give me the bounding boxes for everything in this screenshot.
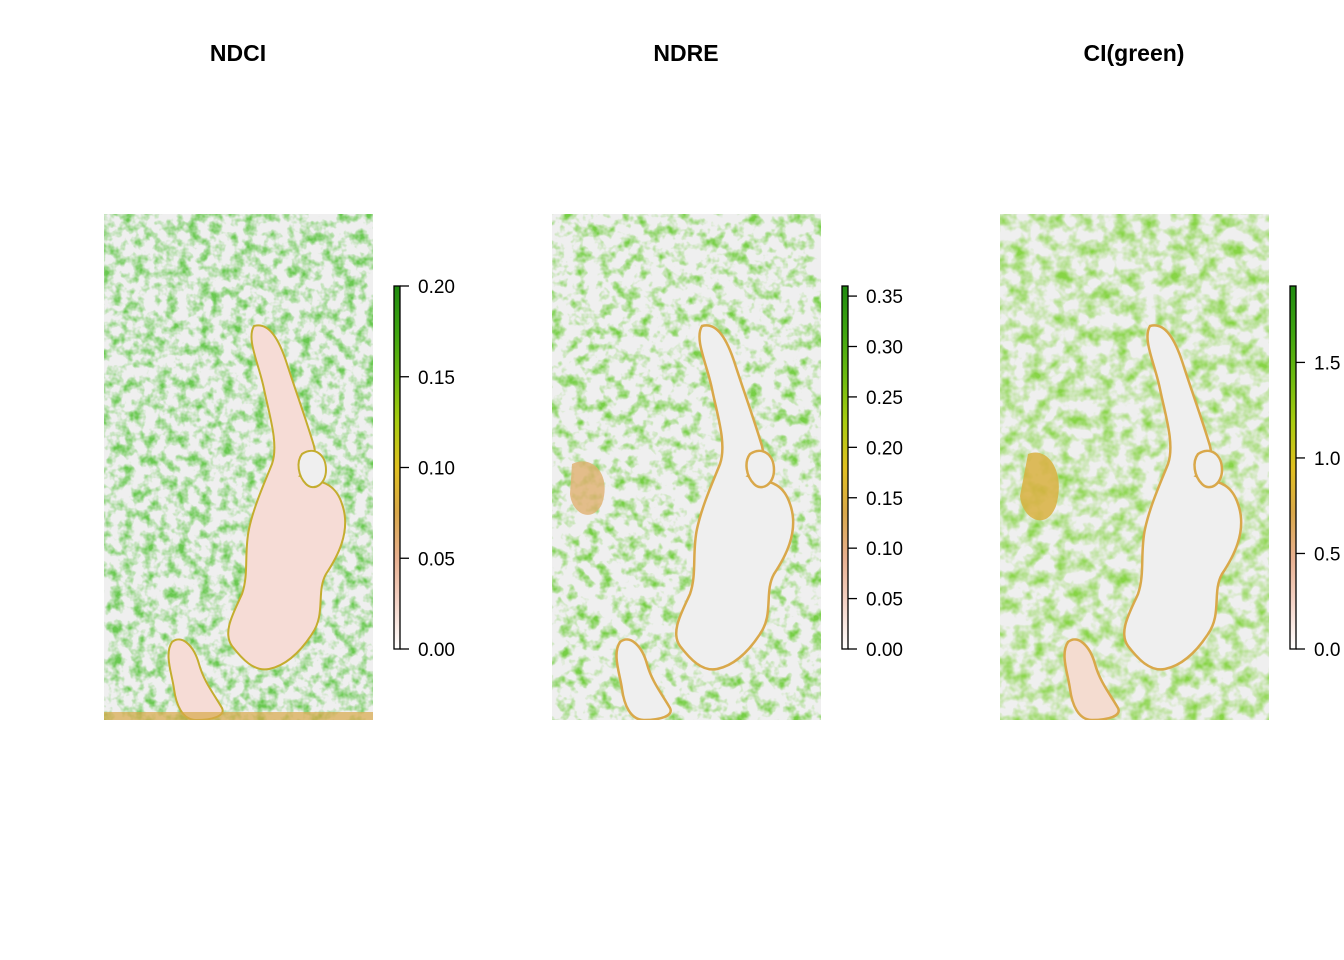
lake-small bbox=[297, 449, 328, 489]
lake-main bbox=[1122, 324, 1243, 671]
lake-south bbox=[1063, 638, 1120, 720]
colorbar: 0.0 0.5 1.0 1.5 bbox=[1289, 285, 1340, 661]
panel-ndre: NDRE 0.00 0.05 0.10 0.15 0.20 0.25 0.30 0.35 bbox=[552, 40, 903, 720]
lake-main bbox=[227, 324, 347, 671]
colorbar-tick-label: 0.00 bbox=[418, 640, 455, 661]
colorbar-tick-label: 0.35 bbox=[866, 287, 903, 308]
panel-title: CI(green) bbox=[1084, 40, 1185, 66]
panel-ci-green: CI(green) 0.0 0.5 1.0 1.5 bbox=[1000, 40, 1340, 720]
colorbar-tick-label: 1.0 bbox=[1314, 449, 1340, 470]
colorbar-tick-label: 0.05 bbox=[866, 590, 903, 611]
colorbar-ramp bbox=[841, 285, 849, 650]
panel-title: NDRE bbox=[653, 40, 718, 66]
colorbar: 0.00 0.05 0.10 0.15 0.20 0.25 0.30 0.35 bbox=[841, 285, 903, 661]
panel-ndci: NDCI 0.00 0.05 0.10 0.15 0.20 bbox=[104, 40, 455, 720]
colorbar-ramp bbox=[393, 285, 401, 650]
colorbar-tick-label: 0.30 bbox=[866, 338, 903, 359]
colorbar-tick-label: 0.0 bbox=[1314, 640, 1340, 661]
lake-south bbox=[615, 638, 672, 720]
colorbar-tick-label: 0.00 bbox=[866, 640, 903, 661]
colorbar-tick-label: 0.15 bbox=[418, 368, 455, 389]
panel-title: NDCI bbox=[210, 40, 266, 66]
raster-map bbox=[552, 214, 821, 720]
colorbar-tick-label: 0.15 bbox=[866, 489, 903, 510]
colorbar: 0.00 0.05 0.10 0.15 0.20 bbox=[393, 277, 455, 661]
colorbar-tick-label: 0.5 bbox=[1314, 544, 1340, 565]
colorbar-tick-label: 0.10 bbox=[418, 459, 455, 480]
colorbar-tick-label: 0.25 bbox=[866, 388, 903, 409]
lake-small bbox=[745, 449, 776, 489]
lake-main bbox=[674, 324, 795, 671]
colorbar-tick-label: 1.5 bbox=[1314, 353, 1340, 374]
raster-map bbox=[1000, 214, 1269, 720]
colorbar-tick-label: 0.10 bbox=[866, 539, 903, 560]
lake-small bbox=[1193, 449, 1224, 489]
colorbar-tick-label: 0.05 bbox=[418, 549, 455, 570]
colorbar-tick-label: 0.20 bbox=[866, 438, 903, 459]
colorbar-tick-label: 0.20 bbox=[418, 277, 455, 298]
colorbar-ramp bbox=[1289, 285, 1297, 650]
raster-map bbox=[104, 214, 373, 720]
